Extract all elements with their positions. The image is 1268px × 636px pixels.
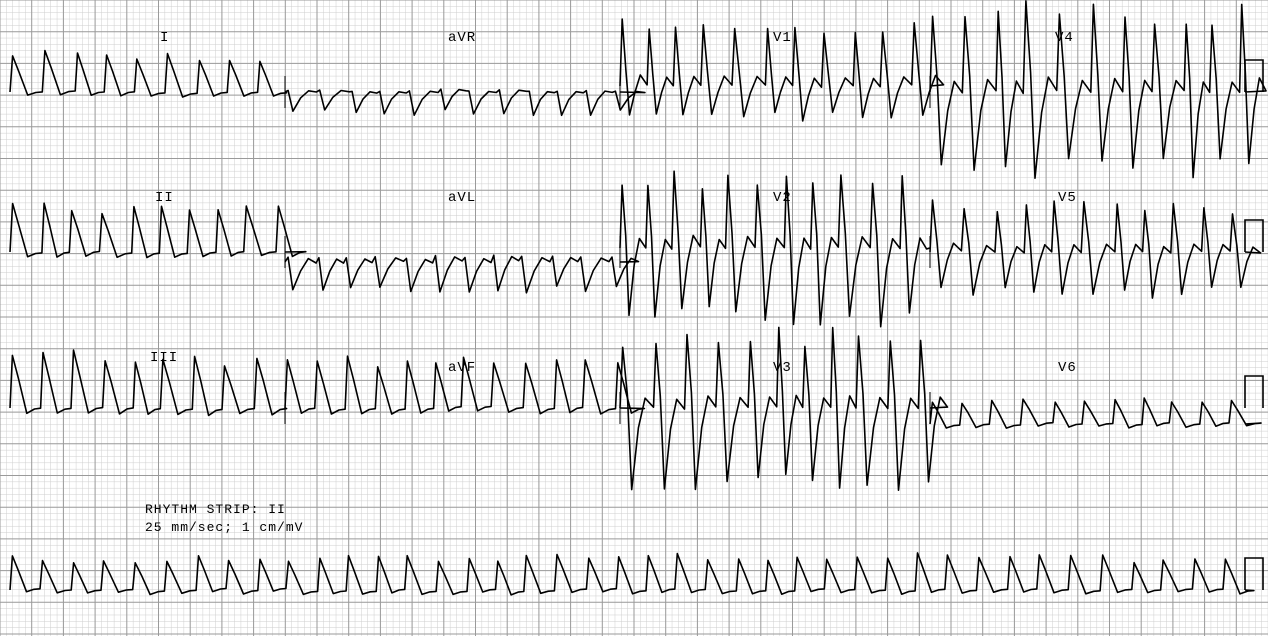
- lead-label-aVF: aVF: [448, 360, 476, 376]
- lead-label-V1: V1: [773, 30, 792, 46]
- calibration-label: 25 mm/sec; 1 cm/mV: [145, 520, 303, 535]
- lead-label-aVR: aVR: [448, 30, 476, 46]
- lead-label-V3: V3: [773, 360, 792, 376]
- lead-label-aVL: aVL: [448, 190, 476, 206]
- ecg-svg: [0, 0, 1268, 636]
- lead-label-I: I: [160, 30, 169, 46]
- lead-label-V4: V4: [1055, 30, 1074, 46]
- lead-label-III: III: [150, 350, 178, 366]
- ecg-chart: I aVR V1 V4 II aVL V2 V5 III aVF V3 V6 R…: [0, 0, 1268, 636]
- lead-label-V5: V5: [1058, 190, 1077, 206]
- lead-label-V6: V6: [1058, 360, 1077, 376]
- rhythm-strip-label: RHYTHM STRIP: II: [145, 502, 286, 517]
- lead-label-V2: V2: [773, 190, 792, 206]
- lead-label-II: II: [155, 190, 174, 206]
